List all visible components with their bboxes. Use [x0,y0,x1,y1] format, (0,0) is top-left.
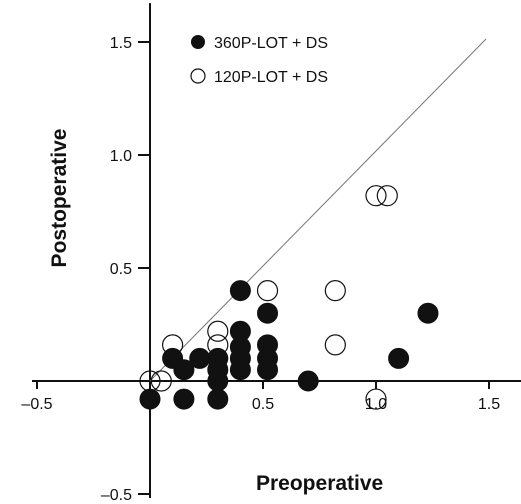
data-point-360p [257,302,279,324]
y-tick-label: 1.5 [110,35,132,52]
data-points [139,185,439,410]
y-tick-label: –0.5 [101,487,132,504]
data-point-120p [207,320,229,342]
legend-marker-120p [190,68,206,84]
legend-label-120p: 120P-LOT + DS [214,69,328,86]
x-axis-title: Preoperative [256,472,383,495]
data-point-360p [229,280,251,302]
data-point-360p [207,388,229,410]
data-point-360p [417,302,439,324]
data-point-360p [297,370,319,392]
axes [32,3,521,498]
data-point-360p [257,359,279,381]
identity-reference-line [149,38,487,382]
x-tick-label: 0.5 [252,396,274,413]
data-point-120p [150,370,172,392]
data-point-120p [365,388,387,410]
data-point-360p [139,388,161,410]
data-point-360p [189,347,211,369]
x-ticks: –0.5 0.5 1.0 1.5 [21,381,500,413]
data-point-120p [324,280,346,302]
y-tick-label: 1.0 [110,148,132,165]
legend-marker-360p [191,35,205,49]
data-point-360p [388,347,410,369]
y-axis-title: Postoperative [48,129,71,268]
x-tick-label: 1.0 [365,396,387,413]
legend-label-360p: 360P-LOT + DS [214,35,328,52]
legend: 360P-LOT + DS 120P-LOT + DS [190,35,328,86]
data-point-360p [173,388,195,410]
data-point-120p [324,334,346,356]
x-tick-label: 1.5 [478,396,500,413]
data-point-360p [229,359,251,381]
data-point-360p [173,359,195,381]
data-point-120p [365,185,387,207]
y-ticks: –0.5 0.5 1.0 1.5 [101,35,150,504]
data-point-360p [207,370,229,392]
data-point-120p [376,185,398,207]
x-tick-label: –0.5 [21,396,52,413]
data-point-120p [256,280,279,302]
y-tick-label: 0.5 [110,261,132,278]
